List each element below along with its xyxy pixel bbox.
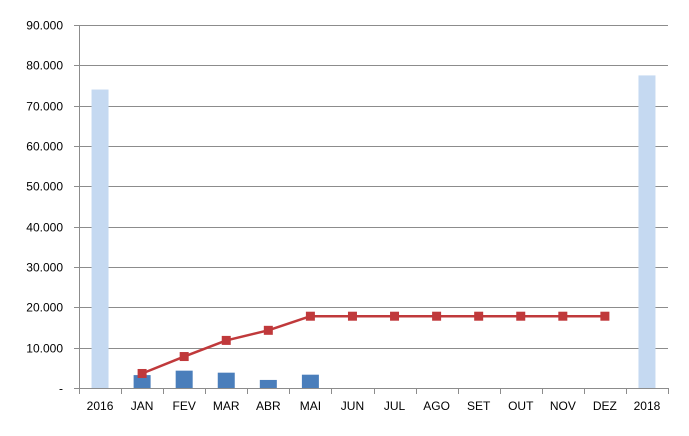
bar [175, 370, 193, 388]
bar [259, 379, 277, 388]
x-tick-label: JAN [131, 399, 154, 413]
line-marker [137, 368, 147, 378]
axes [74, 25, 669, 394]
line-marker [516, 311, 526, 321]
x-tick-label: FEV [173, 399, 196, 413]
x-tick-label: NOV [550, 399, 576, 413]
gridlines [79, 25, 668, 349]
x-tick-label: ABR [256, 399, 281, 413]
line-marker [305, 311, 315, 321]
x-axis-tick-labels: 2016 JAN FEV MAR ABR MAI JUN JUL AGO SET OUT NOV DEZ… [87, 399, 661, 413]
x-tick-label: 2016 [87, 399, 114, 413]
y-tick-label: 80.000 [26, 59, 63, 73]
bars [91, 75, 656, 389]
x-tick-label: MAI [300, 399, 321, 413]
line-marker [263, 325, 273, 335]
line-marker [432, 311, 442, 321]
line-marker [558, 311, 568, 321]
y-tick-label: 50.000 [26, 180, 63, 194]
line-series [137, 311, 610, 378]
x-tick-label: 2018 [634, 399, 661, 413]
line-marker [221, 335, 231, 345]
y-tick-label: 10.000 [26, 342, 63, 356]
x-tick-label: JUN [341, 399, 364, 413]
line-marker [347, 311, 357, 321]
x-tick-label: MAR [213, 399, 240, 413]
line-marker [390, 311, 400, 321]
y-tick-label: 70.000 [26, 100, 63, 114]
y-tick-label: - [59, 382, 63, 396]
x-tick-label: AGO [423, 399, 450, 413]
line-path [141, 314, 605, 375]
line-marker [179, 352, 189, 362]
x-tick-label: OUT [508, 399, 534, 413]
y-tick-label: 20.000 [26, 301, 63, 315]
y-tick-label: 30.000 [26, 261, 63, 275]
bar [133, 375, 151, 388]
line-marker [600, 311, 610, 321]
x-tick-label: SET [467, 399, 491, 413]
x-tick-label: JUL [384, 399, 406, 413]
line-marker [474, 311, 484, 321]
y-axis-tick-labels: - 10.000 20.000 30.000 40.000 50.000 60.000 70.… [26, 19, 63, 396]
y-tick-label: 40.000 [26, 221, 63, 235]
bar [301, 374, 319, 388]
bar [638, 75, 656, 389]
y-tick-label: 60.000 [26, 140, 63, 154]
x-tick-label: DEZ [593, 399, 617, 413]
bar [217, 372, 235, 388]
bar [91, 89, 109, 389]
y-tick-label: 90.000 [26, 19, 63, 33]
